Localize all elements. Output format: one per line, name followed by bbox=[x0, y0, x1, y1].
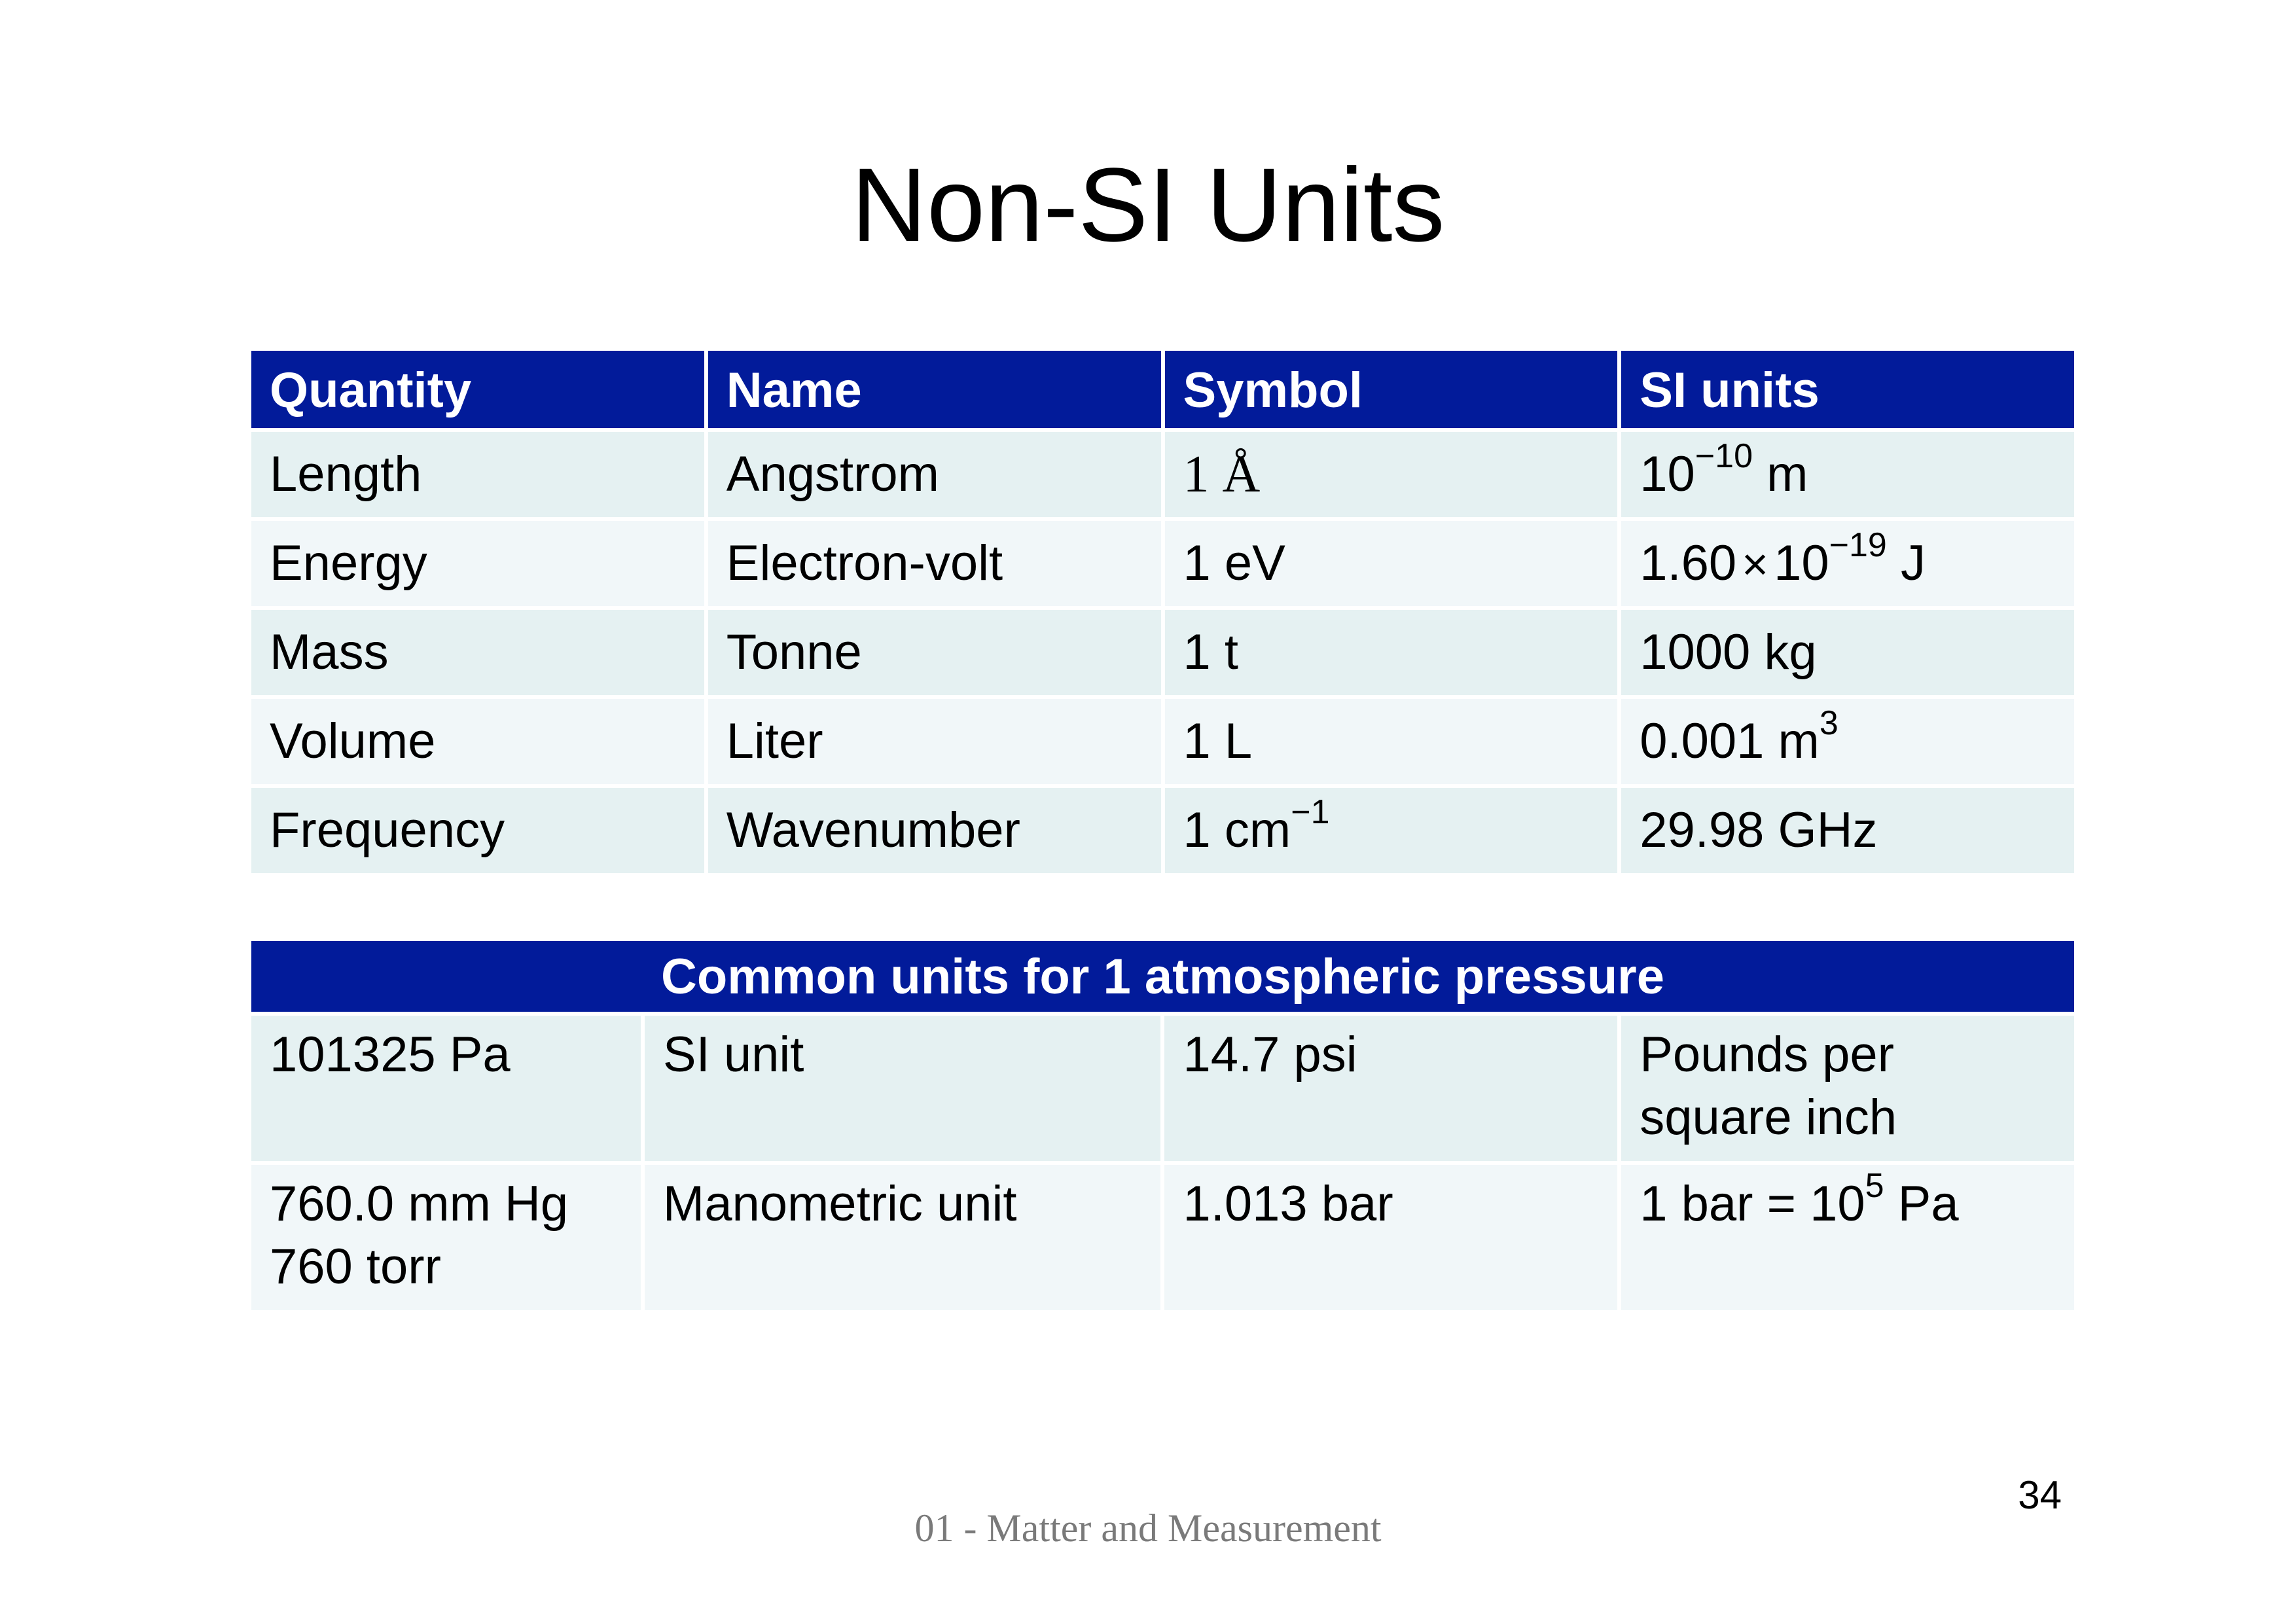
name-cell: Tonne bbox=[708, 610, 1161, 695]
slide-footer: 01 - Matter and Measurement bbox=[914, 1507, 1382, 1550]
symbol-cell: 1 cm−1 bbox=[1164, 788, 1618, 873]
pressure-value-cell: 1.013 bar bbox=[1164, 1165, 1618, 1310]
table-row: Frequency Wavenumber 1 cm−1 29.98 GHz bbox=[251, 788, 2074, 873]
pressure-description-cell: SI unit bbox=[644, 1016, 1161, 1161]
name-cell: Angstrom bbox=[708, 432, 1161, 517]
si-unit: J bbox=[1886, 535, 1926, 591]
pressure-table-title: Common units for 1 atmospheric pressure bbox=[251, 941, 2074, 1012]
table-header-row: Quantity Name Symbol SI units bbox=[251, 351, 2074, 428]
quantity-cell: Frequency bbox=[251, 788, 704, 873]
si-base: 0.001 m bbox=[1640, 713, 1820, 769]
description-unit: Pa bbox=[1884, 1176, 1959, 1232]
quantity-cell: Length bbox=[251, 432, 704, 517]
quantity-cell: Energy bbox=[251, 521, 704, 606]
si-coefficient: 1.60 bbox=[1640, 535, 1737, 591]
table-row: 101325 Pa SI unit 14.7 psi Pounds per squ… bbox=[251, 1016, 2074, 1161]
si-exponent: 3 bbox=[1819, 704, 1839, 742]
pressure-description-cell: 1 bar = 105 Pa bbox=[1621, 1165, 2074, 1310]
symbol-exponent: −1 bbox=[1291, 793, 1330, 831]
description-line: square inch bbox=[1640, 1090, 1897, 1145]
pressure-description-cell: Pounds per square inch bbox=[1621, 1016, 2074, 1161]
symbol-cell: 1 eV bbox=[1164, 521, 1618, 606]
name-cell: Liter bbox=[708, 699, 1161, 784]
si-base: 10 bbox=[1640, 446, 1695, 502]
pressure-description-cell: Manometric unit bbox=[644, 1165, 1161, 1310]
column-header-symbol: Symbol bbox=[1164, 351, 1618, 428]
table-row: Length Angstrom 1 Å 10−10 m bbox=[251, 432, 2074, 517]
table-row: Mass Tonne 1 t 1000 kg bbox=[251, 610, 2074, 695]
pressure-value-cell: 760.0 mm Hg 760 torr bbox=[251, 1165, 641, 1310]
si-exponent: −10 bbox=[1695, 437, 1753, 475]
si-exponent: −19 bbox=[1829, 526, 1887, 564]
description-line: Pounds per bbox=[1640, 1027, 1894, 1082]
description-exponent: 5 bbox=[1865, 1167, 1884, 1205]
si-units-cell: 29.98 GHz bbox=[1621, 788, 2074, 873]
si-units-cell: 1.60 × 10−19 J bbox=[1621, 521, 2074, 606]
non-si-units-table: Quantity Name Symbol SI units Length Ang… bbox=[247, 347, 2078, 877]
name-cell: Wavenumber bbox=[708, 788, 1161, 873]
value-line: 760.0 mm Hg bbox=[270, 1176, 569, 1232]
times-sign: × bbox=[1742, 538, 1769, 590]
pressure-value-cell: 14.7 psi bbox=[1164, 1016, 1618, 1161]
si-units-cell: 0.001 m3 bbox=[1621, 699, 2074, 784]
si-units-cell: 1000 kg bbox=[1621, 610, 2074, 695]
description-base: 1 bar = 10 bbox=[1640, 1176, 1865, 1232]
column-header-name: Name bbox=[708, 351, 1161, 428]
symbol-cell: 1 Å bbox=[1164, 432, 1618, 517]
table-row: 760.0 mm Hg 760 torr Manometric unit 1.01… bbox=[251, 1165, 2074, 1310]
quantity-cell: Mass bbox=[251, 610, 704, 695]
slide-title: Non-SI Units bbox=[851, 146, 1445, 263]
si-units-cell: 10−10 m bbox=[1621, 432, 2074, 517]
symbol-cell: 1 t bbox=[1164, 610, 1618, 695]
table-header-row: Common units for 1 atmospheric pressure bbox=[251, 941, 2074, 1012]
symbol-cell: 1 L bbox=[1164, 699, 1618, 784]
page-number: 34 bbox=[2018, 1473, 2062, 1517]
si-base: 10 bbox=[1774, 535, 1829, 591]
table-row: Energy Electron-volt 1 eV 1.60 × 10−19 J bbox=[251, 521, 2074, 606]
si-unit: m bbox=[1753, 446, 1808, 502]
value-line: 760 torr bbox=[270, 1239, 441, 1294]
table-row: Volume Liter 1 L 0.001 m3 bbox=[251, 699, 2074, 784]
column-header-si-units: SI units bbox=[1621, 351, 2074, 428]
pressure-value-cell: 101325 Pa bbox=[251, 1016, 641, 1161]
atmospheric-pressure-table: Common units for 1 atmospheric pressure … bbox=[247, 937, 2078, 1314]
symbol-base: 1 cm bbox=[1183, 802, 1291, 858]
quantity-cell: Volume bbox=[251, 699, 704, 784]
column-header-quantity: Quantity bbox=[251, 351, 704, 428]
name-cell: Electron-volt bbox=[708, 521, 1161, 606]
